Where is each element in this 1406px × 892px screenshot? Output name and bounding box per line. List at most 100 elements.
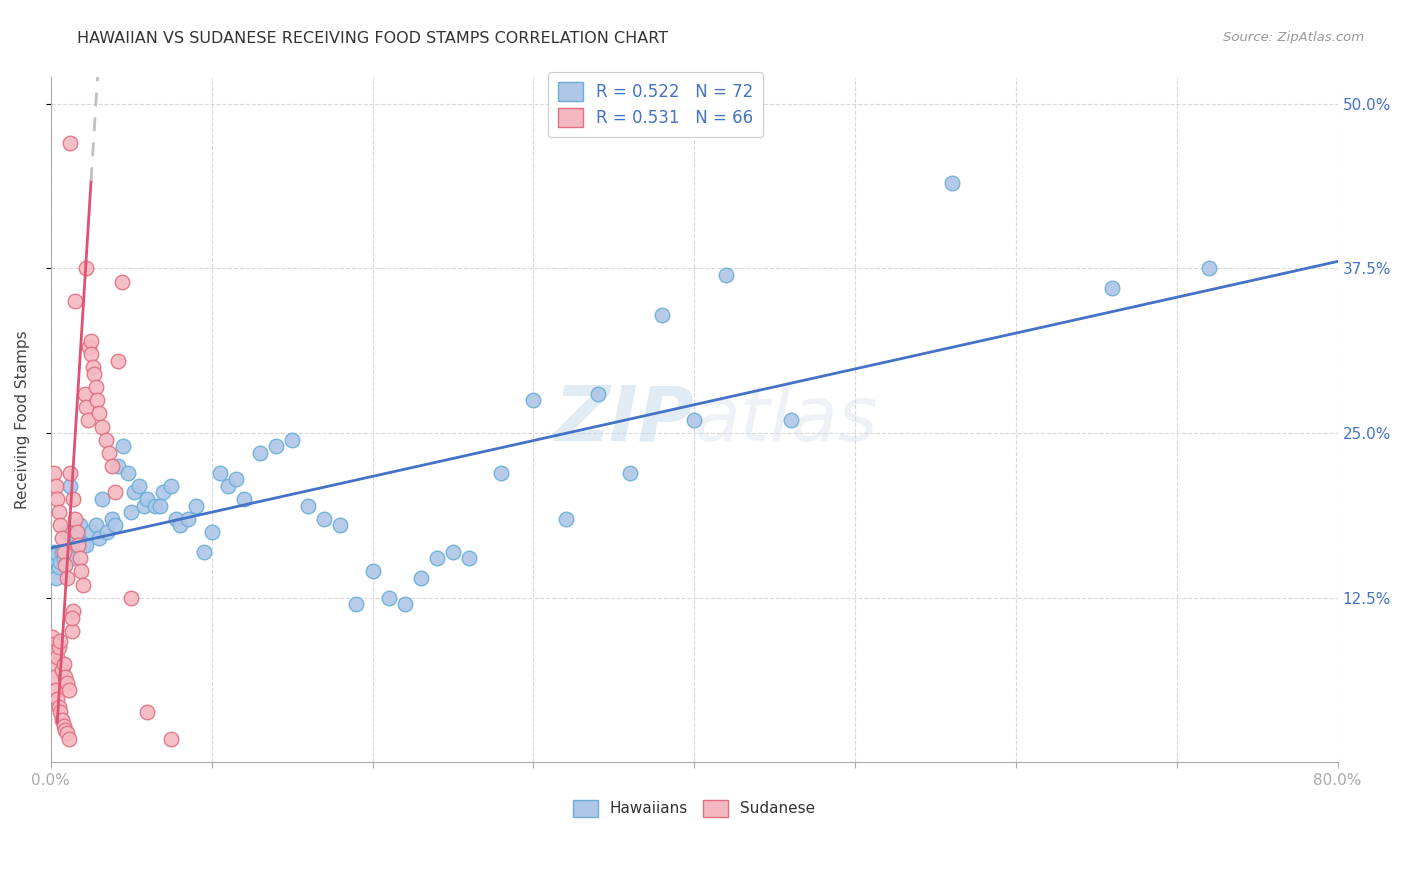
Point [49,555,72,569]
Point [49,706,72,720]
Point [110,275,132,289]
Point [51,544,73,558]
Text: Source: ZipAtlas.com: Source: ZipAtlas.com [1223,31,1364,45]
Point [361,565,384,579]
Point [42,466,65,480]
Point [346,598,368,612]
Point [128,479,150,493]
Point [458,551,481,566]
Point [65,532,87,546]
Point [42,670,65,684]
Point [104,518,127,533]
Point [49,634,72,648]
Point [69,551,91,566]
Point [1198,261,1220,276]
Point [124,485,146,500]
Point [45,643,67,657]
Point [84,380,107,394]
Point [60,551,83,566]
Point [297,499,319,513]
Point [716,268,738,282]
Point [120,505,142,519]
Point [91,491,114,506]
Point [62,604,84,618]
Point [145,499,167,513]
Point [94,433,117,447]
Point [62,491,84,506]
Point [56,676,79,690]
Point [70,565,93,579]
Point [586,386,609,401]
Point [619,466,641,480]
Point [48,640,70,654]
Point [329,518,352,533]
Point [91,419,114,434]
Point [112,439,135,453]
Point [441,544,464,558]
Point [72,538,94,552]
Point [101,458,124,473]
Point [201,524,224,539]
Point [149,499,172,513]
Point [409,571,432,585]
Point [225,472,247,486]
Point [1101,281,1123,295]
Point [79,341,101,355]
Point [394,598,416,612]
Point [49,518,72,533]
Point [52,551,75,566]
Point [76,413,98,427]
Point [58,544,80,558]
Point [51,663,73,677]
Text: ZIP: ZIP [554,383,695,457]
Point [48,700,70,714]
Point [53,558,76,572]
Point [56,571,79,585]
Point [96,524,118,539]
Point [208,466,231,480]
Point [117,466,139,480]
Point [53,723,76,737]
Point [41,551,63,566]
Point [522,393,544,408]
Point [45,571,67,585]
Point [169,518,191,533]
Point [264,439,287,453]
Point [82,360,104,375]
Point [554,512,576,526]
Point [489,466,512,480]
Point [941,176,963,190]
Point [41,630,63,644]
Point [779,413,801,427]
Point [46,491,69,506]
Point [104,485,127,500]
Legend: Hawaiians, Sudanese: Hawaiians, Sudanese [567,793,821,823]
Point [165,512,187,526]
Point [281,433,304,447]
Point [683,413,706,427]
Point [84,518,107,533]
Point [97,446,120,460]
Point [651,308,673,322]
Point [249,446,271,460]
Point [72,577,94,591]
Point [120,591,142,605]
Point [42,544,65,558]
Text: atlas: atlas [695,383,879,457]
Point [377,591,399,605]
Point [56,524,79,539]
Point [75,400,97,414]
Point [59,466,82,480]
Point [87,406,110,420]
Point [73,386,96,401]
Point [107,458,129,473]
Point [217,479,239,493]
Point [56,726,79,740]
Point [75,538,97,552]
Point [46,692,69,706]
Point [58,731,80,746]
Point [83,367,105,381]
Point [80,334,103,348]
Point [46,650,69,665]
Point [69,518,91,533]
